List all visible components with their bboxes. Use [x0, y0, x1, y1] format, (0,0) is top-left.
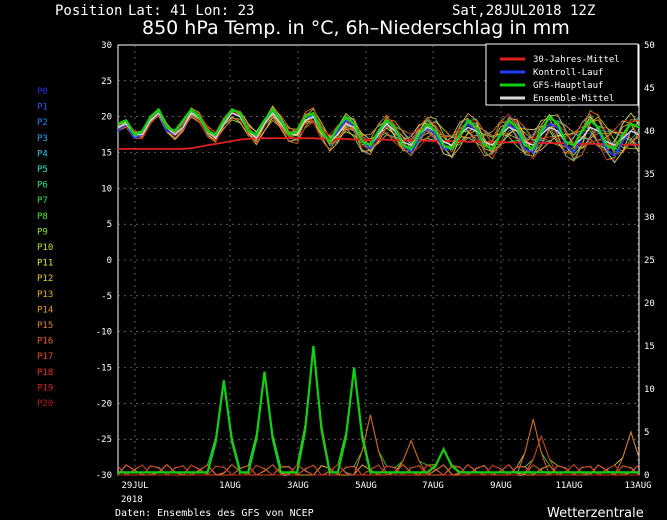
lat-lon-readout: Lat: 41 Lon: 23: [128, 3, 254, 19]
y-left-tick-label: 0: [107, 256, 112, 266]
member-label: P12: [37, 274, 53, 284]
position-label: Position: [55, 3, 122, 19]
member-label: P5: [37, 165, 48, 175]
y-right-tick-label: 25: [644, 256, 655, 266]
y-right-tick-label: 40: [644, 127, 655, 137]
x-axis-year: 2018: [121, 495, 143, 505]
x-tick-label: 5AUG: [355, 481, 377, 491]
legend-label: Kontroll-Lauf: [533, 68, 603, 78]
series-line-gfs-hauptlauf: [117, 108, 640, 151]
y-left-tick-label: -25: [96, 435, 112, 445]
member-label: P0: [37, 87, 48, 97]
legend-label: 30-Jahres-Mittel: [533, 55, 620, 65]
y-left-tick-label: -15: [96, 364, 112, 374]
legend: 30-Jahres-Mittel Kontroll-Lauf GFS-Hauptla…: [485, 43, 639, 106]
x-tick-label: 9AUG: [490, 481, 512, 491]
y-right-tick-label: 15: [644, 342, 655, 352]
x-tick-label: 7AUG: [422, 481, 444, 491]
x-tick-label: 1AUG: [219, 481, 241, 491]
left-axis-ticks: -30 -25 -20 -15 -10 -5 0 5 10 15 20 25 30: [96, 41, 112, 481]
legend-label: GFS-Hauptlauf: [533, 81, 603, 91]
run-time-label: Sat,28JUL2018 12Z: [452, 3, 595, 19]
member-label: P6: [37, 181, 48, 191]
member-label: P20: [37, 399, 53, 409]
right-axis-ticks: 0 5 10 15 20 25 30 35 40 45 50: [644, 41, 655, 481]
y-left-tick-label: -5: [101, 292, 112, 302]
x-tick-label: 29JUL: [121, 481, 148, 491]
member-labels: P0 P1 P2 P3 P4 P5 P6 P7 P8 P9 P10 P11 P12 P13 P14 P15 P1…: [37, 87, 53, 409]
legend-box: [485, 43, 639, 106]
member-label: P1: [37, 103, 48, 113]
y-right-tick-label: 30: [644, 213, 655, 223]
y-right-tick-label: 20: [644, 299, 655, 309]
y-right-tick-label: 10: [644, 385, 655, 395]
data-source: Daten: Ensembles des GFS von NCEP: [115, 508, 314, 519]
temperature-lines: [117, 105, 640, 164]
main-run-precip-line: [118, 345, 639, 474]
member-label: P8: [37, 212, 48, 222]
x-axis-ticks: 29JUL 1AUG 3AUG 5AUG 7AUG 9AUG 11AUG 13AUG: [121, 481, 651, 491]
member-label: P3: [37, 134, 48, 144]
x-tick-label: 3AUG: [287, 481, 309, 491]
member-label: P7: [37, 196, 48, 206]
brand-label: Wetterzentrale: [547, 506, 644, 520]
member-label: P9: [37, 227, 48, 237]
member-label: P18: [37, 368, 53, 378]
x-tick-label: 13AUG: [624, 481, 651, 491]
member-label: P2: [37, 118, 48, 128]
plot-frame: [117, 44, 640, 476]
member-label: P16: [37, 337, 53, 347]
y-right-tick-label: 35: [644, 170, 655, 180]
legend-label: Ensemble-Mittel: [533, 94, 614, 104]
y-right-tick-label: 50: [644, 41, 655, 51]
y-right-tick-label: 0: [644, 471, 649, 481]
member-label: P11: [37, 259, 53, 269]
y-left-tick-label: 5: [107, 220, 112, 230]
member-precip-line: [118, 448, 639, 476]
precipitation-lines: [117, 345, 640, 476]
member-label: P17: [37, 352, 53, 362]
y-left-tick-label: -20: [96, 399, 112, 409]
y-left-tick-label: 20: [101, 113, 112, 123]
y-left-tick-label: 30: [101, 41, 112, 51]
member-label: P19: [37, 383, 53, 393]
y-left-tick-label: 10: [101, 184, 112, 194]
y-left-tick-label: -30: [96, 471, 112, 481]
y-left-tick-label: 25: [101, 77, 112, 87]
y-left-tick-label: -10: [96, 328, 112, 338]
member-label: P14: [37, 305, 53, 315]
member-label: P10: [37, 243, 53, 253]
y-right-tick-label: 45: [644, 84, 655, 94]
x-tick-label: 11AUG: [555, 481, 582, 491]
member-label: P15: [37, 321, 53, 331]
member-label: P4: [37, 149, 48, 159]
y-left-tick-label: 15: [101, 149, 112, 159]
chart-title: 850 hPa Temp. in °C, 6h–Niederschlag in …: [142, 17, 570, 39]
member-label: P13: [37, 290, 53, 300]
series-line--jahres-mittel: [118, 137, 640, 150]
y-right-tick-label: 5: [644, 428, 649, 438]
